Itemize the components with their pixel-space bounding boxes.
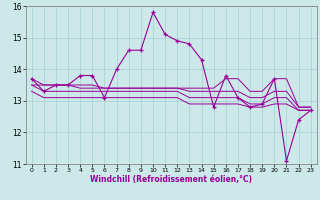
X-axis label: Windchill (Refroidissement éolien,°C): Windchill (Refroidissement éolien,°C) — [90, 175, 252, 184]
